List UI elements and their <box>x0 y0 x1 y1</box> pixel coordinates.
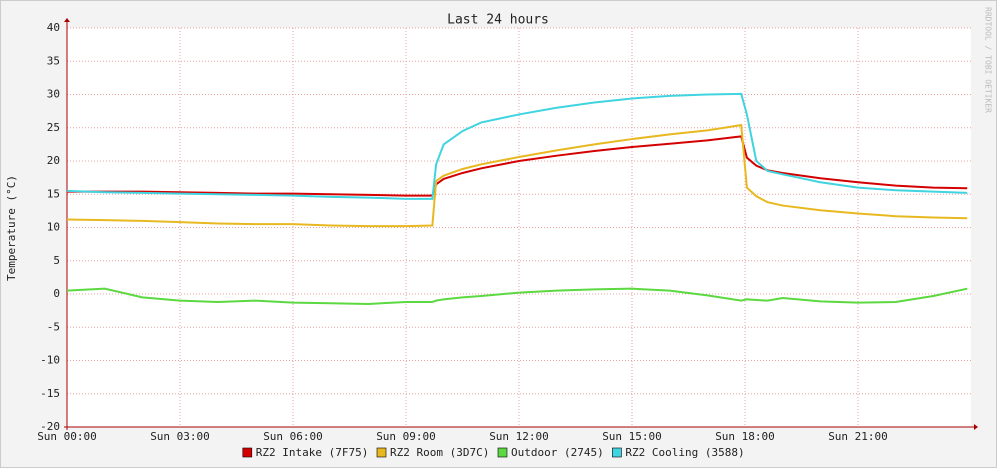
axis-arrow <box>64 18 70 22</box>
y-tick-label: 40 <box>47 21 60 34</box>
y-tick-label: 0 <box>53 287 60 300</box>
y-tick-label: -20 <box>40 420 60 433</box>
legend-swatch <box>497 447 508 458</box>
y-tick-label: 30 <box>47 88 60 101</box>
legend-label: RZ2 Cooling (3588) <box>625 446 744 459</box>
series-line <box>67 135 968 197</box>
y-tick-label: -10 <box>40 354 60 367</box>
chart-title: Last 24 hours <box>447 13 549 28</box>
legend-swatch <box>376 447 387 458</box>
legend-swatch <box>242 447 253 458</box>
x-tick-label: Sun 15:00 <box>602 430 662 443</box>
y-tick-label: -15 <box>40 387 60 400</box>
x-tick-label: Sun 06:00 <box>263 430 323 443</box>
x-tick-label: Sun 21:00 <box>828 430 888 443</box>
x-tick-label: Sun 00:00 <box>37 430 97 443</box>
legend-label: RZ2 Room (3D7C) <box>390 446 489 459</box>
legend-label: Outdoor (2745) <box>511 446 604 459</box>
y-tick-label: 10 <box>47 221 60 234</box>
axis-arrow <box>974 424 978 430</box>
x-tick-label: Sun 03:00 <box>150 430 210 443</box>
x-tick-label: Sun 09:00 <box>376 430 436 443</box>
legend-swatch <box>612 447 622 458</box>
series-line <box>66 123 968 228</box>
y-axis-label: Temperature (°C) <box>5 175 18 281</box>
y-tick-label: 20 <box>47 154 60 167</box>
y-tick-label: 5 <box>53 254 60 267</box>
watermark: RRDTOOL / TOBI OETIKER <box>984 7 993 113</box>
legend-label: RZ2 Intake (7F75) <box>256 446 369 459</box>
y-tick-label: 35 <box>47 54 60 67</box>
series-line <box>66 92 968 200</box>
x-tick-label: Sun 12:00 <box>489 430 549 443</box>
y-tick-label: 25 <box>47 121 60 134</box>
y-tick-label: -5 <box>47 320 60 333</box>
y-tick-label: 15 <box>47 187 60 200</box>
x-tick-label: Sun 18:00 <box>715 430 775 443</box>
series-line <box>66 287 968 305</box>
